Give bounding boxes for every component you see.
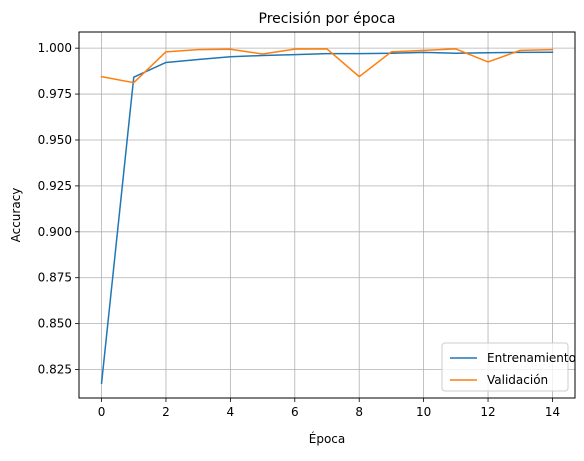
chart-title: Precisión por época (259, 11, 396, 27)
series-line-validacion (100, 48, 554, 84)
y-tick-label: 0.875 (38, 271, 72, 285)
plot-frame (78, 31, 576, 399)
grid (79, 32, 575, 398)
x-axis-label: Época (309, 431, 346, 446)
x-tick-label: 12 (480, 405, 495, 419)
y-tick-label: 0.825 (38, 363, 72, 377)
legend-label-validacion: Validación (487, 373, 548, 387)
y-tick-label: 0.900 (38, 225, 72, 239)
y-tick-label: 0.925 (38, 179, 72, 193)
x-tick-label: 0 (98, 405, 106, 419)
legend: Entrenamiento Validación (441, 342, 576, 392)
y-tick-label: 0.950 (38, 133, 72, 147)
x-tick-label: 6 (291, 405, 299, 419)
y-tick-label: 1.000 (38, 41, 72, 55)
x-tick-label: 10 (416, 405, 431, 419)
x-tick-label: 4 (227, 405, 235, 419)
y-tick-label: 0.850 (38, 317, 72, 331)
x-tick-label: 8 (355, 405, 363, 419)
series-lines (100, 48, 554, 385)
y-tick-label: 0.975 (38, 87, 72, 101)
series-line-entrenamiento (100, 51, 554, 385)
legend-label-entrenamiento: Entrenamiento (487, 351, 576, 365)
x-tick-label: 14 (545, 405, 560, 419)
axis-ticks: 0 2 4 6 8 10 12 14 0.825 0.850 0.875 0.900 0.925 0.95… (38, 41, 560, 419)
x-tick-label: 2 (162, 405, 170, 419)
y-axis-label: Accuracy (9, 188, 23, 243)
legend-box (441, 342, 569, 392)
